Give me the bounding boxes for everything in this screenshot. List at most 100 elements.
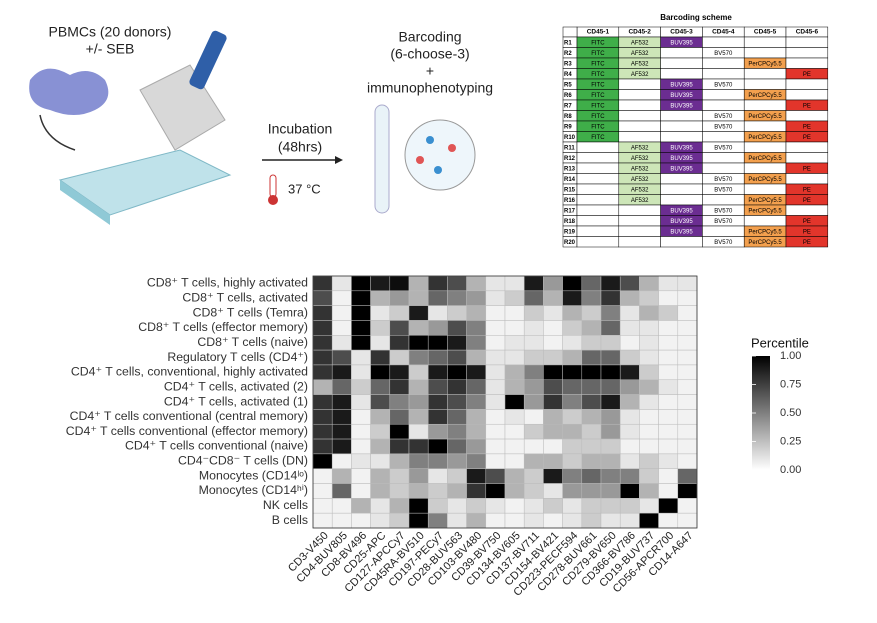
table-cell (702, 225, 745, 237)
table-cell (743, 120, 787, 132)
heatmap-cell (427, 423, 448, 440)
heatmap-cell (504, 320, 525, 336)
heatmap-cell (581, 498, 602, 514)
heatmap-cell (523, 409, 544, 425)
table-entry: PerCPCy5.5 (748, 61, 782, 67)
heatmap-cell (619, 379, 640, 395)
heatmap-cell (466, 275, 487, 292)
heatmap-cell (581, 364, 602, 381)
heatmap-cell (466, 453, 487, 469)
heatmap-cell (619, 320, 640, 336)
row-header: R16 (564, 198, 576, 204)
heatmap-cell (523, 275, 544, 292)
heatmap-cell (351, 394, 371, 410)
row-label: CD8⁺ T cells, activated (182, 290, 308, 304)
heatmap-cell (639, 394, 659, 410)
heatmap-cell (562, 335, 583, 351)
heatmap-cell (408, 275, 429, 292)
table-cell (702, 68, 745, 80)
heatmap-cell (600, 483, 621, 499)
tube (374, 104, 390, 214)
heatmap-cell (543, 379, 563, 395)
arrow (39, 114, 76, 151)
table-cell (576, 204, 620, 216)
heatmap-cell (600, 275, 621, 292)
row-header: R13 (564, 166, 576, 172)
heatmap-cell (466, 379, 487, 395)
table-entry: BV570 (714, 82, 733, 88)
row-label: CD8⁺ T cells (Temra) (193, 305, 308, 319)
heatmap-cell (619, 483, 640, 499)
heatmap-cell (389, 290, 410, 306)
heatmap-cell (523, 512, 544, 529)
colorbar-tick-label: 1.00 (780, 350, 801, 362)
heatmap-cell (331, 483, 352, 499)
heatmap-cell (370, 438, 391, 455)
table-entry: PerCPCy5.5 (748, 229, 782, 235)
heatmap-cell (389, 409, 410, 425)
heatmap-cell (331, 335, 352, 351)
heatmap-cell (351, 349, 371, 366)
table-cell (702, 152, 745, 164)
heatmap-cell (351, 468, 371, 484)
heatmap-cell (331, 320, 352, 336)
column-header: CD45-6 (796, 29, 819, 36)
heatmap-cell (677, 379, 698, 395)
heatmap-cell (639, 498, 659, 514)
table-entry: AF532 (631, 166, 649, 172)
table-entry: AF532 (631, 187, 649, 193)
heatmap-cell (408, 349, 429, 366)
heatmap-cell (523, 394, 544, 410)
heatmap-cell (485, 438, 506, 455)
heatmap-cell (427, 305, 448, 321)
heatmap-cell (312, 379, 333, 395)
heatmap-cell (600, 512, 621, 529)
heatmap-cell (658, 320, 679, 336)
heatmap-cell (466, 290, 487, 306)
heatmap-cell (331, 498, 352, 514)
heatmap-cell (619, 349, 640, 366)
heatmap-cell (523, 349, 544, 366)
heatmap-cell (523, 498, 544, 514)
heatmap-cell (389, 394, 410, 410)
heatmap-cell (639, 423, 659, 440)
heatmap-cell (543, 349, 563, 366)
heatmap-cell (581, 275, 602, 292)
table-entry: AF532 (631, 40, 649, 46)
heatmap-cell (427, 409, 448, 425)
cell-dot (416, 156, 424, 164)
cell-dot (448, 144, 456, 152)
heatmap-cell (408, 512, 429, 529)
heatmap-cell (370, 498, 391, 514)
table-entry: FITC (591, 114, 605, 120)
heatmap-cell (600, 409, 621, 425)
heatmap-cell (504, 483, 525, 499)
table-entry: PE (803, 135, 811, 141)
heatmap-cell (408, 468, 429, 484)
heatmap-cell (581, 468, 602, 484)
table-cell (576, 236, 620, 248)
heatmap-cell (658, 483, 679, 499)
heatmap-cell (658, 275, 679, 292)
heatmap-cell (331, 379, 352, 395)
table-entry: PerCPCy5.5 (748, 240, 782, 246)
heatmap-cell (562, 275, 583, 292)
heatmap-cell (389, 483, 410, 499)
heatmap-cell (619, 409, 640, 425)
table-entry: AF532 (631, 51, 649, 57)
heatmap-cell (447, 483, 467, 499)
heatmap-cell (408, 320, 429, 336)
heatmap-cell (658, 438, 679, 455)
heatmap-cell (447, 453, 467, 469)
table-entry: PE (803, 240, 811, 246)
heatmap-cell (543, 468, 563, 484)
heatmap-cell (581, 423, 602, 440)
row-label: CD4⁺ T cells conventional (effector memo… (66, 424, 308, 438)
heatmap-cell (447, 275, 467, 292)
heatmap-cell (427, 349, 448, 366)
table-entry: BV570 (714, 208, 733, 214)
heatmap-cell (619, 335, 640, 351)
heatmap-cell (562, 290, 583, 306)
heatmap-cell (581, 512, 602, 529)
heatmap-cell (331, 305, 352, 321)
